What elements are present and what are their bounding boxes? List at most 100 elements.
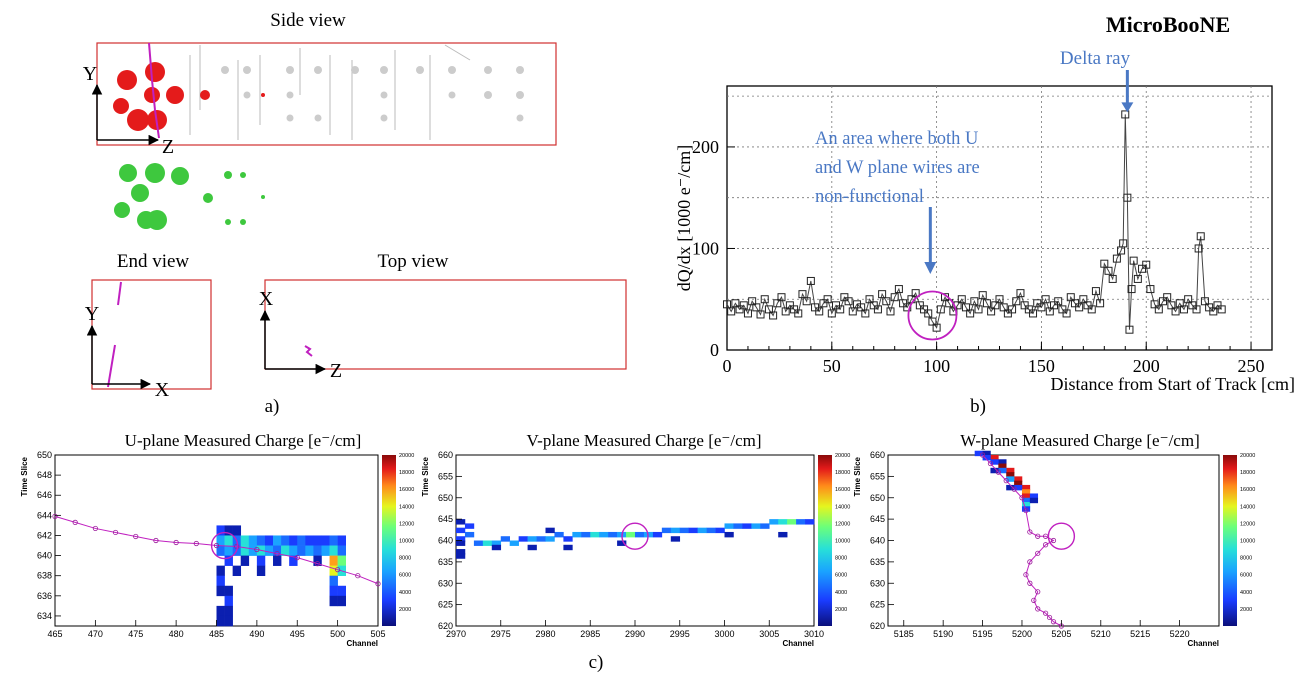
heatmap-cell [216, 575, 225, 587]
heatmap-cell [1006, 472, 1015, 478]
data-point [794, 309, 803, 318]
heatmap-cell [545, 536, 555, 542]
x-tick-label: 490 [249, 629, 264, 639]
heatmap-cell [305, 545, 314, 556]
heatmap-cell [1021, 506, 1031, 512]
data-point [790, 305, 799, 314]
data-point [1150, 300, 1159, 309]
x-tick-label: 2975 [491, 629, 511, 639]
heatmap-cell [224, 605, 233, 617]
heatmap-cell [563, 544, 573, 551]
track-point [1019, 495, 1025, 501]
heatmap-cell [982, 450, 991, 457]
colorbar-tick-label: 20000 [399, 453, 414, 459]
track-point [274, 550, 280, 557]
colorbar-tick-label: 2000 [399, 607, 411, 613]
heatmap-cell [337, 585, 346, 597]
data-point [899, 299, 908, 308]
x-tick-label: 3000 [714, 629, 734, 639]
data-point [924, 309, 933, 318]
y-tick-label: 630 [438, 578, 453, 588]
data-point [743, 309, 752, 318]
heatmap-cell [1029, 493, 1039, 499]
heatmap-cell [473, 540, 484, 546]
data-point [1184, 295, 1193, 304]
heatmap-cell [518, 536, 528, 542]
heatmap-cell [760, 523, 770, 529]
heatmap-cell [724, 523, 734, 529]
x-tick-label: 100 [923, 356, 950, 376]
colorbar-tick-label: 8000 [1240, 556, 1252, 562]
heatmap-cell [224, 545, 233, 556]
panel-c: U-plane Measured Charge [e⁻/cm] 465 470 475… [20, 431, 1255, 648]
data-point [1016, 289, 1025, 298]
heatmap-cell [256, 555, 266, 566]
data-point [903, 303, 912, 312]
heatmap-cell [456, 540, 466, 546]
y-tick-label: 640 [870, 536, 885, 546]
data-point [752, 303, 761, 312]
data-point [1217, 305, 1226, 314]
track-point [979, 452, 986, 458]
heatmap-cell [1014, 480, 1023, 487]
data-point [1003, 309, 1012, 318]
data-point [1213, 301, 1222, 310]
colorbar-tick-label: 12000 [1240, 521, 1255, 527]
data-point [1192, 305, 1201, 314]
heatmap-cell [216, 535, 225, 546]
heatmap-cell [590, 531, 600, 538]
heatmap-cell [329, 565, 338, 577]
data-point [869, 301, 878, 310]
x-tick-label: 505 [370, 629, 385, 639]
x-tick-label: 150 [1028, 356, 1055, 376]
heatmap-cell [329, 585, 338, 597]
heatmap-cell [321, 545, 330, 556]
heatmap-cell [281, 545, 290, 556]
heatmap-cell [232, 565, 242, 577]
colorbar-tick-label: 12000 [399, 521, 414, 527]
heatmap-cell [724, 531, 734, 538]
y-tick-label: 645 [438, 514, 453, 524]
track-point [213, 542, 220, 549]
colorbar-tick-label: 6000 [399, 573, 411, 579]
heatmap-cell [240, 555, 250, 566]
heatmap-cell [688, 527, 698, 534]
heatmap-cell [273, 555, 282, 566]
x-tick-label: 2970 [446, 629, 466, 639]
data-point [769, 311, 778, 320]
track-point [193, 540, 199, 547]
data-point [832, 301, 840, 310]
heatmap-cell [216, 615, 225, 627]
colorbar-tick-label: 20000 [835, 453, 850, 459]
data-point [1037, 303, 1046, 312]
heatmap-cell [216, 525, 225, 536]
data-point [785, 301, 794, 310]
data-point [760, 295, 769, 304]
y-tick-label: 634 [37, 611, 52, 621]
heatmap-cell [297, 535, 306, 546]
data-point [844, 297, 853, 306]
y-tick-label: 660 [870, 450, 885, 460]
heatmap-cell [1014, 484, 1023, 491]
heatmap-cell [264, 535, 274, 546]
heatmap-cell [796, 519, 806, 525]
data-point [957, 295, 966, 304]
heatmap-cell [224, 535, 233, 546]
colorbar [1223, 455, 1237, 626]
heatmap-cell [491, 540, 502, 546]
x-tick-label: 5220 [1170, 629, 1190, 639]
delta-ray-label: Delta ray [1060, 48, 1131, 69]
heatmap-cell [313, 555, 322, 566]
heatmap-cell [256, 565, 266, 577]
data-point [970, 297, 979, 306]
data-point [1050, 301, 1058, 310]
heatmap-cell [456, 553, 466, 559]
panel-a-caption: a) [265, 396, 280, 417]
data-point [890, 293, 899, 302]
x-tick-label: 5190 [933, 629, 953, 639]
heatmap-cell [256, 535, 266, 546]
y-tick-label: 660 [438, 450, 453, 460]
top-view-x-label: X [259, 288, 274, 310]
heatmap-cell [305, 535, 314, 546]
side-view-track [148, 42, 160, 139]
